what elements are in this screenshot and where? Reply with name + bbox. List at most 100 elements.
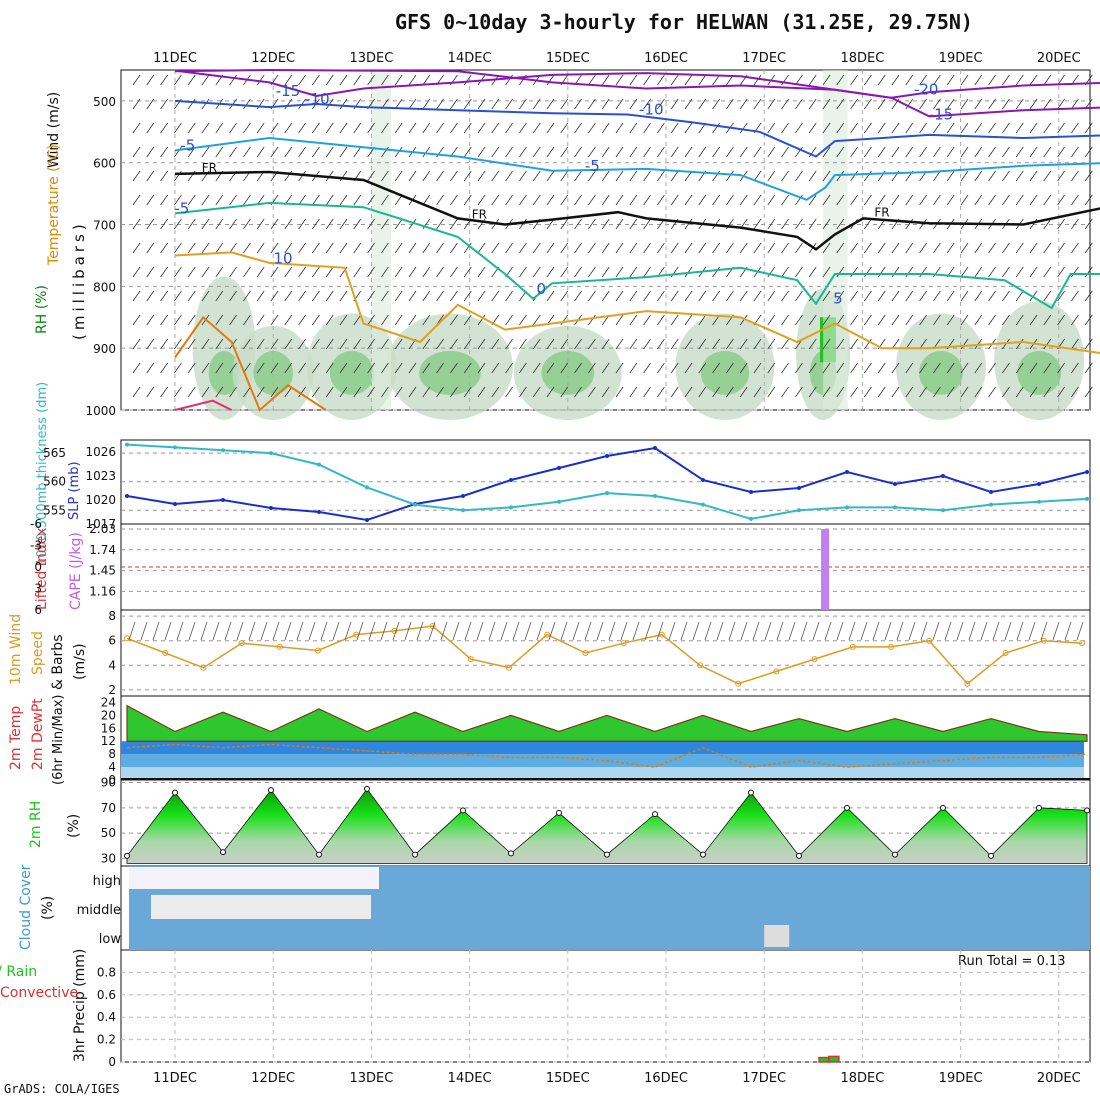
- point-SLP: [989, 490, 993, 494]
- wind-barb: [808, 290, 817, 302]
- wind-barb: [160, 314, 168, 326]
- wind-barb: [546, 146, 555, 158]
- point-thickness: [941, 508, 945, 513]
- wind-barb: [781, 98, 789, 110]
- wind-barb: [919, 362, 927, 374]
- wind-barb: [891, 266, 900, 278]
- wind-barb: [187, 338, 196, 350]
- barb-10m: [692, 621, 700, 641]
- wind-barb: [229, 218, 237, 230]
- point-rh: [316, 851, 322, 858]
- tick-temp-0: 0: [108, 773, 116, 787]
- wind-barb: [670, 122, 679, 134]
- precip-bar-1: [828, 1055, 840, 1063]
- wind-barb: [808, 170, 817, 182]
- wind-barb: [422, 170, 431, 182]
- wind-barb: [422, 338, 431, 350]
- tick-cape-1.45: 1.45: [89, 564, 116, 578]
- precip-bar-0: [818, 1056, 830, 1063]
- wind-barb: [532, 194, 541, 206]
- wind-barb: [629, 314, 638, 326]
- wind-barb: [753, 170, 762, 182]
- wind-barb: [146, 314, 155, 326]
- isotherm-20: [174, 399, 233, 411]
- wind-barb: [422, 98, 431, 110]
- barb-10m: [716, 621, 724, 641]
- wind-barb: [532, 266, 541, 278]
- wind-barb: [215, 314, 224, 326]
- tick-slp-1017: 1017: [85, 517, 116, 531]
- wind-barb: [850, 266, 858, 278]
- wind-barb: [463, 98, 472, 110]
- wind-barb: [215, 122, 224, 134]
- wind-barb: [353, 74, 362, 86]
- x-tick-top-20DEC: 20DEC: [1037, 51, 1081, 66]
- wind-barb: [546, 266, 555, 278]
- wind-barb: [505, 290, 513, 302]
- wind-barb: [519, 146, 527, 158]
- wind-barb: [988, 170, 996, 182]
- wind-barb: [215, 338, 224, 350]
- point-wind: [1002, 650, 1009, 656]
- wind-barb: [408, 242, 417, 254]
- wind-barb: [1057, 170, 1065, 182]
- point-wind: [697, 662, 703, 669]
- wind-barb: [836, 338, 845, 350]
- point-rh: [700, 851, 706, 858]
- barb-10m: [1028, 621, 1036, 641]
- point-thickness: [653, 494, 657, 498]
- wind-barb: [450, 242, 458, 254]
- point-SLP: [653, 446, 657, 450]
- wind-barb: [850, 98, 858, 110]
- isotherm-label-3: -10: [305, 90, 330, 108]
- cloud-level-middle: middle: [77, 903, 121, 918]
- wind-barb: [1084, 266, 1093, 278]
- wind-barb: [1015, 338, 1024, 350]
- wind-barb: [726, 98, 734, 110]
- wind-barb: [146, 362, 155, 374]
- wind-barb: [436, 122, 444, 134]
- wind-barb: [698, 362, 707, 374]
- wind-barb: [684, 122, 693, 134]
- isotherm-label-0: -15: [276, 82, 301, 100]
- wind-barb: [795, 242, 803, 254]
- wind-barb: [877, 194, 886, 206]
- wind-barb: [698, 386, 707, 398]
- wind-barb: [919, 386, 927, 398]
- wind-barb: [381, 74, 389, 86]
- wind-barb: [505, 386, 513, 398]
- wind-barb: [450, 122, 458, 134]
- wind-barb: [1029, 386, 1038, 398]
- wind-barb: [160, 386, 168, 398]
- wind-barb: [243, 338, 251, 350]
- wind-barb: [822, 338, 831, 350]
- wind-barb: [422, 218, 431, 230]
- wind-barb: [560, 362, 569, 374]
- wind-barb: [698, 338, 707, 350]
- cloud-low-block: [764, 925, 790, 947]
- wind-barb: [1057, 266, 1065, 278]
- wind-barb: [574, 218, 582, 230]
- wind-barb: [394, 194, 403, 206]
- point-SLP: [1085, 470, 1089, 474]
- tick-wind-6: 6: [108, 634, 116, 648]
- wind-barb: [1084, 362, 1093, 374]
- wind-barb: [946, 194, 955, 206]
- wind-barb: [960, 338, 969, 350]
- isotherm--15: [174, 69, 1100, 118]
- wind-barb: [132, 290, 141, 302]
- wind-barb: [243, 122, 251, 134]
- wind-barb: [588, 122, 596, 134]
- wind-barb: [243, 314, 251, 326]
- wind-barb: [1084, 338, 1093, 350]
- point-rh: [652, 811, 658, 818]
- point-thickness: [749, 516, 753, 521]
- wind-barb: [312, 386, 320, 398]
- wind-barb: [739, 314, 748, 326]
- tick-temp-16: 16: [101, 721, 116, 735]
- tick-temp-24: 24: [101, 695, 116, 709]
- barb-10m: [584, 621, 592, 641]
- wind-barb: [808, 218, 817, 230]
- wind-barb: [1043, 122, 1052, 134]
- wind-barb: [629, 266, 638, 278]
